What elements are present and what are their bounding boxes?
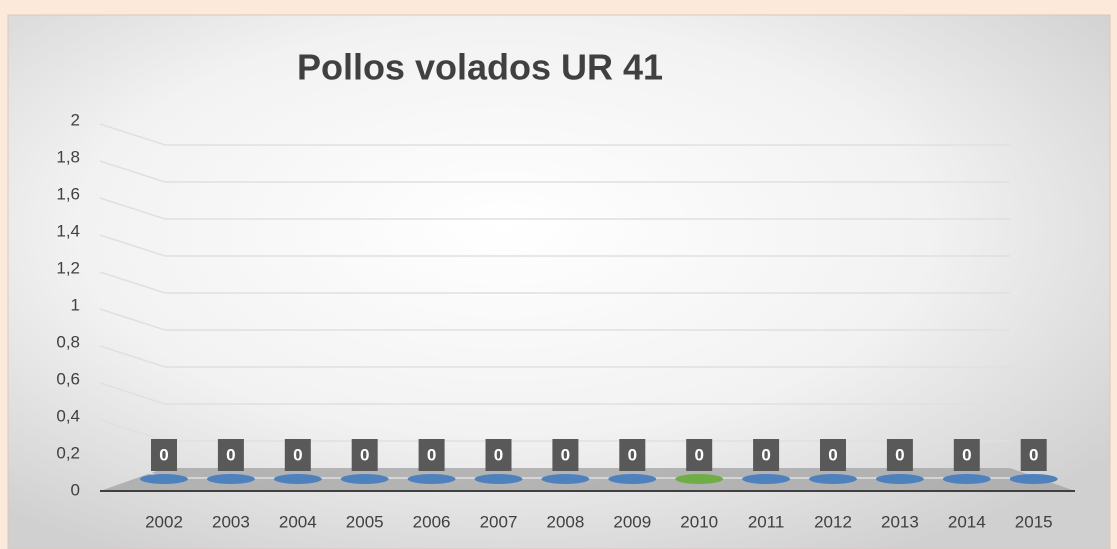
data-label: 0 — [1029, 445, 1038, 464]
data-label-box — [351, 439, 378, 471]
bar — [809, 474, 857, 484]
data-label-box — [820, 439, 846, 471]
bar — [206, 474, 255, 484]
data-label-box — [1020, 439, 1047, 471]
data-label-box — [552, 439, 579, 471]
y-tick-label: 1 — [71, 295, 80, 314]
grid-line — [99, 160, 1010, 183]
grid-line — [99, 234, 1010, 257]
grid-line — [99, 308, 1010, 331]
bar — [140, 474, 188, 484]
bar — [1009, 474, 1058, 484]
bar — [675, 474, 724, 484]
y-tick-label: 2 — [71, 110, 80, 129]
data-label-box — [886, 439, 913, 471]
x-tick-label: 2006 — [413, 512, 451, 531]
grid-line — [99, 197, 1010, 220]
grid-line — [99, 271, 1010, 294]
data-label-box — [953, 439, 980, 471]
data-label-box — [686, 439, 713, 471]
grid-line — [99, 123, 1010, 146]
x-tick-label: 2015 — [1015, 512, 1053, 531]
y-tick-label: 1,6 — [56, 184, 80, 203]
bar — [340, 474, 389, 484]
data-label: 0 — [494, 445, 503, 464]
x-tick-label: 2012 — [814, 512, 852, 531]
data-label: 0 — [895, 445, 904, 464]
x-tick-label: 2014 — [948, 512, 986, 531]
data-label-box — [284, 439, 311, 471]
data-label: 0 — [962, 445, 971, 464]
data-label: 0 — [360, 445, 369, 464]
x-tick-label: 2002 — [145, 512, 183, 531]
grid-line — [99, 382, 1010, 405]
x-tick-label: 2003 — [212, 512, 250, 531]
data-label: 0 — [427, 445, 436, 464]
data-label: 0 — [828, 445, 837, 464]
data-label-box — [418, 439, 445, 471]
bar — [608, 474, 657, 484]
y-tick-label: 0,2 — [56, 443, 80, 462]
x-tick-label: 2010 — [680, 512, 718, 531]
x-tick-label: 2004 — [279, 512, 317, 531]
bar — [541, 474, 590, 484]
data-label: 0 — [761, 445, 770, 464]
bar — [875, 474, 924, 484]
y-tick-label: 0,6 — [56, 369, 80, 388]
x-tick-label: 2011 — [748, 512, 785, 531]
data-label-box — [217, 439, 244, 471]
bar — [742, 474, 791, 484]
bar — [273, 474, 322, 484]
data-label: 0 — [694, 445, 703, 464]
data-label-box — [151, 439, 177, 471]
data-label: 0 — [159, 445, 168, 464]
bar — [474, 474, 523, 484]
bar — [407, 474, 456, 484]
x-tick-label: 2005 — [346, 512, 384, 531]
y-tick-label: 0,4 — [56, 406, 80, 425]
data-label-box — [485, 439, 512, 471]
data-label: 0 — [628, 445, 637, 464]
x-tick-label: 2009 — [613, 512, 651, 531]
data-label: 0 — [226, 445, 235, 464]
bar — [942, 474, 991, 484]
chart-title: Pollos volados UR 41 — [297, 47, 663, 88]
y-tick-label: 1,8 — [56, 147, 80, 166]
y-tick-label: 0 — [71, 480, 80, 499]
x-tick-label: 2013 — [881, 512, 919, 531]
y-tick-label: 1,4 — [56, 221, 80, 240]
grid-line — [99, 345, 1010, 368]
data-label: 0 — [561, 445, 570, 464]
x-tick-label: 2008 — [546, 512, 584, 531]
data-label-box — [619, 439, 646, 471]
x-tick-label: 2007 — [480, 512, 518, 531]
data-label-box — [753, 439, 780, 471]
data-label: 0 — [293, 445, 302, 464]
y-tick-label: 0,8 — [56, 332, 80, 351]
y-tick-label: 1,2 — [56, 258, 80, 277]
